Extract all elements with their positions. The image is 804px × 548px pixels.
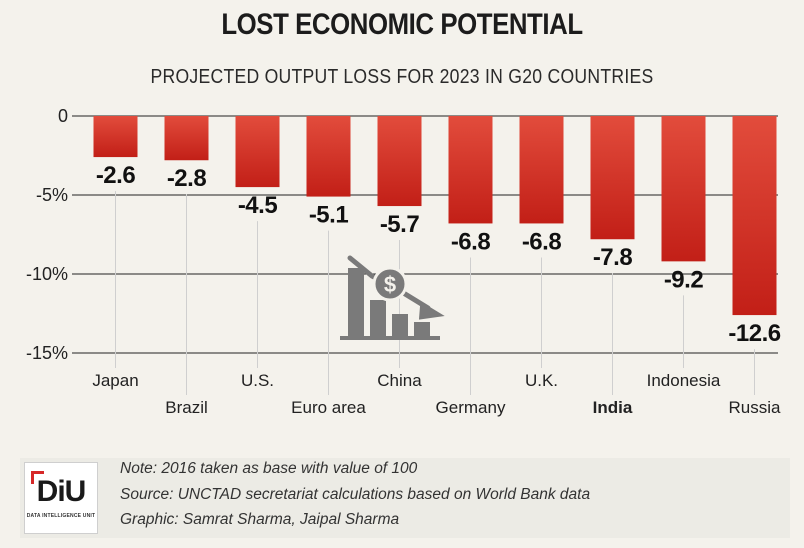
- category-label: U.S.: [241, 371, 274, 390]
- category-label: Brazil: [165, 398, 208, 417]
- credit-text: Graphic: Samrat Sharma, Jaipal Sharma: [120, 511, 400, 528]
- category-label: U.K.: [525, 371, 558, 390]
- y-tick-label: -10%: [26, 264, 68, 284]
- bar-japan: [93, 116, 138, 158]
- category-label: China: [377, 371, 422, 390]
- category-label: Euro area: [291, 398, 366, 417]
- bar-value-label: -12.6: [728, 320, 780, 347]
- bar-value-label: -7.8: [593, 244, 633, 271]
- logo-bracket-icon: [31, 471, 44, 484]
- logo-text: DiU: [36, 475, 87, 508]
- category-label: India: [593, 398, 633, 417]
- bar-brazil: [164, 116, 209, 161]
- bar-value-label: -2.8: [167, 165, 207, 192]
- bar-china: [377, 116, 422, 207]
- note-text: Note: 2016 taken as base with value of 1…: [120, 460, 418, 477]
- source-text: Source: UNCTAD secretariat calculations …: [120, 486, 591, 503]
- y-tick-label: -5%: [36, 185, 68, 205]
- category-label: Indonesia: [647, 371, 721, 390]
- logo-subtext: DATA INTELLIGENCE UNIT: [26, 513, 96, 519]
- bar-germany: [448, 116, 493, 224]
- bar-value-label: -9.2: [664, 266, 704, 293]
- bar-value-label: -6.8: [522, 228, 562, 255]
- declining-bar-chart-dollar-icon: $: [340, 255, 445, 340]
- y-tick-label: -15%: [26, 343, 68, 363]
- bar-value-label: -5.7: [380, 211, 420, 238]
- footer: DiU DATA INTELLIGENCE UNIT Note: 2016 ta…: [20, 458, 790, 538]
- bar-value-label: -4.5: [238, 192, 278, 219]
- bar-value-label: -6.8: [451, 228, 491, 255]
- bar-u-s-: [235, 116, 280, 188]
- bar-chart: 0 -5% -10% -15% Japan Brazil U.S. Euro area Chin…: [26, 106, 782, 417]
- svg-text:$: $: [384, 272, 396, 297]
- category-label: Japan: [92, 371, 138, 390]
- chart-title: LOST ECONOMIC POTENTIAL: [221, 8, 583, 41]
- y-tick-label: 0: [58, 106, 68, 126]
- category-label: Germany: [436, 398, 506, 417]
- bar-value-label: -5.1: [309, 202, 349, 229]
- bar-russia: [732, 116, 777, 316]
- bar-u-k-: [519, 116, 564, 224]
- diu-logo: DiU DATA INTELLIGENCE UNIT: [24, 462, 98, 534]
- chart-subtitle: PROJECTED OUTPUT LOSS FOR 2023 IN G20 CO…: [150, 66, 654, 88]
- bar-indonesia: [661, 116, 706, 262]
- category-label: Russia: [729, 398, 782, 417]
- bar-value-label: -2.6: [96, 162, 136, 189]
- bar-india: [590, 116, 635, 240]
- bar-euro-area: [306, 116, 351, 197]
